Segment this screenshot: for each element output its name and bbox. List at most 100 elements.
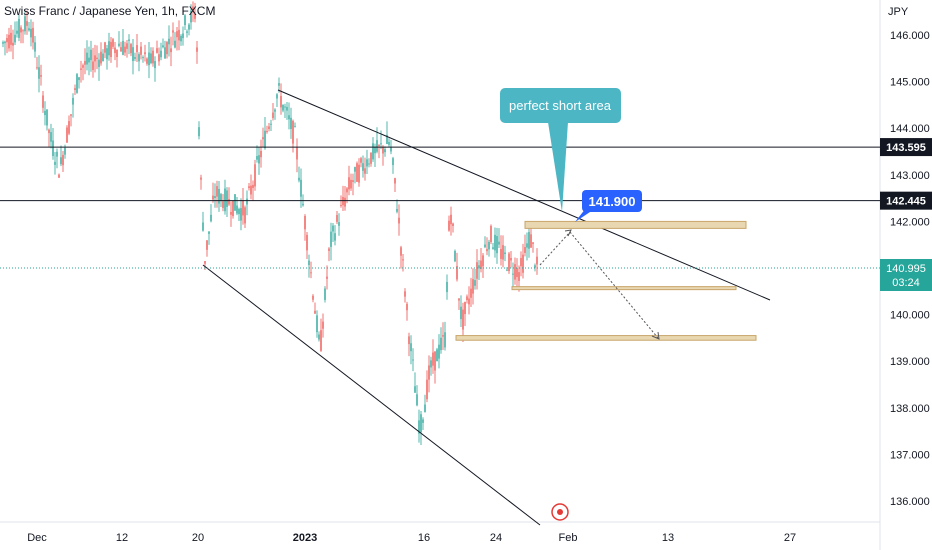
candle-body — [214, 196, 216, 199]
short-zone[interactable] — [524, 220, 747, 229]
price-label-callout[interactable]: 141.900 — [575, 190, 642, 222]
candle-body — [334, 233, 336, 241]
candle-body — [188, 24, 190, 30]
candle-body — [310, 272, 312, 274]
candle-body — [426, 379, 428, 400]
candle-body — [280, 96, 282, 108]
event-marker-icon[interactable] — [551, 503, 569, 521]
candle-body — [82, 65, 84, 68]
candle-body — [534, 265, 536, 268]
candle-body — [312, 295, 314, 300]
candle-body — [446, 281, 448, 293]
candle-body — [30, 28, 32, 38]
candle-body — [302, 203, 304, 206]
arrowhead-up — [564, 229, 572, 237]
candle-body — [174, 40, 176, 48]
upper-trend-line[interactable] — [277, 89, 771, 301]
price-tick-label: 140.000 — [890, 310, 930, 322]
candle-body — [350, 179, 352, 189]
arrowhead-down — [651, 331, 660, 340]
candle-body — [100, 51, 102, 64]
candle-body — [474, 280, 476, 286]
time-tick-label: 13 — [662, 532, 674, 544]
lower-trend-line[interactable] — [202, 264, 541, 526]
candle-body — [204, 261, 206, 264]
candle-body — [264, 130, 266, 149]
candle-body — [84, 60, 86, 65]
candle-body — [152, 50, 154, 64]
candle-body — [52, 140, 54, 157]
candle-body — [76, 74, 78, 93]
time-axis[interactable]: Dec 12 20 2023 16 24 Feb 13 27 — [27, 532, 796, 544]
candle-body — [294, 126, 296, 128]
candle-body — [286, 106, 288, 111]
candle-body — [390, 147, 392, 152]
candle-body — [114, 47, 116, 54]
candle-body — [384, 149, 386, 153]
candle-body — [442, 335, 444, 337]
candle-body — [236, 205, 238, 214]
candle-body — [332, 225, 334, 232]
annotation-callout[interactable]: perfect short area — [500, 88, 621, 212]
candle-body — [306, 234, 308, 251]
candle-body — [290, 117, 292, 129]
candle-body — [314, 310, 316, 314]
time-tick-label: 16 — [418, 532, 430, 544]
candle-body — [436, 349, 438, 362]
candle-body — [274, 109, 276, 112]
candle-body — [250, 185, 252, 195]
candle-body — [64, 147, 66, 155]
candle-body — [468, 298, 470, 305]
candle-body — [330, 231, 332, 247]
current-price-badge-bg — [880, 259, 932, 291]
candle-body — [98, 59, 100, 67]
candle-body — [228, 199, 230, 205]
candle-body — [88, 57, 90, 63]
candle-body — [208, 231, 210, 234]
candle-body — [120, 47, 122, 52]
candle-body — [480, 260, 482, 270]
candle-body — [300, 179, 302, 197]
candle-body — [368, 163, 370, 165]
candle-body — [22, 30, 24, 32]
candle-body — [298, 177, 300, 181]
candle-body — [500, 248, 502, 259]
chart-title: Swiss Franc / Japanese Yen, 1h, FXCM — [4, 4, 215, 18]
price-tick-label: 146.000 — [890, 30, 930, 42]
candle-body — [4, 41, 6, 44]
candle-body — [404, 291, 406, 297]
projection-down-arrow[interactable] — [569, 231, 659, 339]
candle-body — [270, 123, 272, 125]
projection-up-arrow[interactable] — [539, 231, 571, 266]
candle-body — [430, 360, 432, 368]
target-zone-2[interactable] — [455, 335, 757, 341]
candle-body — [42, 95, 44, 108]
candle-body — [288, 115, 290, 120]
candle-body — [184, 15, 186, 26]
candle-body — [66, 127, 68, 143]
target-zone-1[interactable] — [511, 286, 737, 291]
candle-body — [78, 77, 80, 81]
candle-body — [466, 296, 468, 301]
candle-body — [462, 309, 464, 330]
candle-body — [352, 180, 354, 183]
candle-body — [32, 27, 34, 43]
candle-body — [14, 34, 16, 43]
level-badge-text: 142.445 — [886, 196, 926, 208]
candle-body — [266, 131, 268, 133]
time-tick-label: 24 — [490, 532, 502, 544]
candle-body — [358, 164, 360, 183]
candle-body — [292, 120, 294, 144]
candle-body — [74, 88, 76, 91]
candle-body — [226, 190, 228, 207]
candle-body — [510, 258, 512, 261]
candle-body — [234, 194, 236, 211]
current-price-countdown: 03:24 — [892, 277, 920, 289]
candle-body — [240, 208, 242, 221]
candle-body — [20, 27, 22, 33]
levels-layer — [0, 146, 880, 202]
candle-body — [530, 234, 532, 248]
candle-body — [12, 42, 14, 46]
